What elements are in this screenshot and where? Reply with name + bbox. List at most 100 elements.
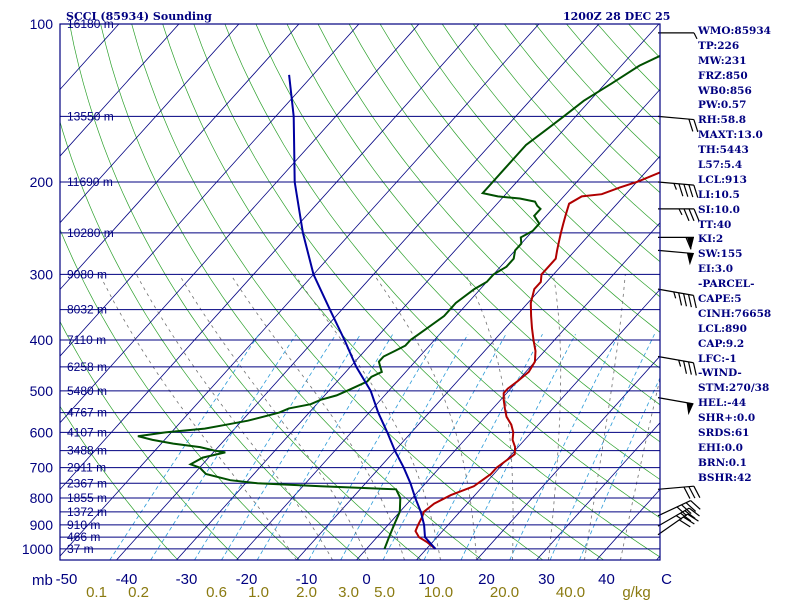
wind-barb-flag <box>688 208 695 222</box>
mixing-ratio-line <box>221 333 361 560</box>
sounding-index-item: BSHR:42 <box>698 471 752 484</box>
wind-barb <box>658 32 698 40</box>
wind-barb-flag <box>690 500 701 510</box>
wind-barb-halfflag <box>678 359 682 367</box>
isotherm-line <box>60 24 300 291</box>
sounding-index-item: -WIND- <box>698 367 742 380</box>
sounding-index-item: CAPE:5 <box>698 293 742 306</box>
dry-adiabat-line <box>348 24 660 369</box>
isotherm-line <box>60 24 240 224</box>
isotherm-line <box>0 12 9 560</box>
parcel-trace <box>288 74 437 550</box>
moist-adiabat-line <box>548 274 562 560</box>
moist-adiabat-line <box>230 274 405 560</box>
wind-barb-flag <box>684 510 696 519</box>
mixing-ratio-line <box>308 333 440 560</box>
wind-barb-staff <box>657 507 690 527</box>
temperature-tick-label: 0 <box>362 571 370 588</box>
wind-barb-staff <box>657 355 694 364</box>
wind-barb-pennant <box>687 237 694 250</box>
isotherm-line <box>356 222 660 560</box>
wind-barb-staff <box>657 249 694 255</box>
sounding-index-item: HEL:-44 <box>698 397 747 410</box>
wind-barb-flag <box>692 362 697 376</box>
wind-barb-flag <box>683 516 695 525</box>
pressure-label: 700 <box>30 460 54 476</box>
wind-barb <box>657 249 694 266</box>
wind-barb-halfflag <box>678 208 683 216</box>
wind-barb-flag <box>688 507 700 517</box>
height-label: 1372 m <box>67 505 107 519</box>
wind-barb-flag <box>683 486 691 499</box>
wind-barb <box>657 485 701 499</box>
mixing-ratio-label: 0.1 <box>86 584 107 600</box>
moist-adiabat-line <box>584 274 626 560</box>
sounding-index-item: WMO:85934 <box>698 25 771 37</box>
height-label: 6258 m <box>67 360 107 374</box>
wind-barb-flag <box>693 485 701 498</box>
isotherm-line <box>176 24 660 560</box>
temperature-tick-label: 10 <box>418 571 435 588</box>
isotherm-line <box>60 24 120 91</box>
dry-adiabat-line <box>69 24 422 560</box>
wind-barb-flag <box>688 184 694 198</box>
height-label: 7110 m <box>67 333 106 347</box>
sounding-index-item: TH:5443 <box>698 144 749 157</box>
temperature-tick-label: -20 <box>236 571 258 588</box>
dry-adiabat-line <box>410 24 660 298</box>
sounding-index-item: L57:5.4 <box>698 159 743 172</box>
pressure-label: 100 <box>30 16 54 32</box>
wind-barb-flag <box>687 294 692 308</box>
pressure-label: 300 <box>30 266 54 282</box>
wind-barb-flag <box>676 506 688 517</box>
sounding-index-item: SRDS:61 <box>698 427 750 440</box>
isotherm-line <box>116 24 600 560</box>
pressure-label: 200 <box>30 174 54 190</box>
isotherm-line <box>296 155 660 560</box>
sounding-index-item: MW:231 <box>698 54 747 67</box>
isotherm-line <box>476 355 660 560</box>
wind-barb-flag <box>692 295 697 309</box>
mixing-ratio-label: 3.0 <box>338 584 359 600</box>
wind-barb-staff <box>657 485 694 490</box>
wind-barb-flag <box>678 292 683 306</box>
height-label: 5480 m <box>67 384 107 398</box>
wind-barb-flag <box>693 184 699 198</box>
sounding-index-item: CAP:9.2 <box>698 337 745 350</box>
wind-barb-flag <box>687 513 699 522</box>
height-label: 10280 m <box>67 226 114 240</box>
dry-adiabat-line <box>60 405 179 560</box>
wind-barb <box>657 181 699 198</box>
dry-adiabat-line <box>255 24 660 480</box>
sounding-index-item: WB0:856 <box>698 84 752 97</box>
wind-barb-pennant <box>686 402 694 416</box>
height-label: 8032 m <box>67 303 107 317</box>
wind-barb-flag <box>687 361 692 375</box>
height-label: 16180 m <box>67 17 114 31</box>
sounding-index-item: CINH:76658 <box>698 307 772 320</box>
dry-adiabat-line <box>60 120 361 560</box>
dry-adiabat-line <box>131 24 544 560</box>
height-label: 3488 m <box>67 444 107 458</box>
wind-barb-pennant <box>686 252 694 266</box>
wind-barb-halfflag <box>693 32 698 40</box>
height-label: 9080 m <box>67 267 107 281</box>
wind-barb-halfflag <box>673 291 677 299</box>
pressure-label: 1000 <box>22 541 53 557</box>
wind-barb-flag <box>683 184 689 197</box>
sounding-index-item: LI:10.5 <box>698 188 740 201</box>
wind-barb-flag <box>678 183 684 197</box>
wind-barb-flag <box>685 237 692 250</box>
wind-barb <box>657 288 697 309</box>
pressure-label: 500 <box>30 383 54 399</box>
wind-barb <box>657 355 697 376</box>
isotherm-line <box>416 288 660 560</box>
wind-barb-flag <box>688 486 696 499</box>
sounding-index-item: SW:155 <box>698 248 743 261</box>
wind-barb-flag <box>693 119 699 133</box>
sounding-index-item: TT:40 <box>698 218 732 231</box>
height-label: 11690 m <box>67 175 113 189</box>
wind-barb-staff <box>657 115 694 121</box>
mixing-ratio-line <box>423 334 543 560</box>
